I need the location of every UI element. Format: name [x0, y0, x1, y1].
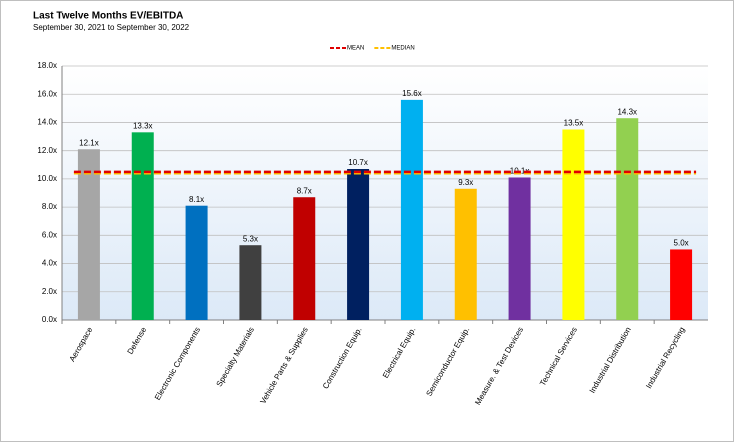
- bar: [239, 245, 262, 320]
- data-label: 13.3x: [133, 121, 153, 130]
- legend-label: MEAN: [347, 46, 364, 52]
- y-tick-label: 16.0x: [37, 89, 57, 98]
- chart-title: Last Twelve Months EV/EBITDA: [33, 11, 183, 22]
- bar: [508, 177, 531, 320]
- bar: [347, 169, 370, 320]
- y-tick-label: 8.0x: [42, 202, 57, 211]
- bar: [185, 205, 208, 320]
- data-label: 10.7x: [348, 158, 368, 167]
- bar: [562, 129, 585, 320]
- data-label: 15.6x: [402, 89, 422, 98]
- y-tick-label: 18.0x: [37, 61, 57, 70]
- y-tick-label: 14.0x: [37, 118, 57, 127]
- y-tick-label: 0.0x: [42, 315, 57, 324]
- y-tick-label: 2.0x: [42, 287, 57, 296]
- data-label: 13.5x: [564, 119, 584, 128]
- data-label: 9.3x: [458, 178, 473, 187]
- bar: [670, 249, 693, 320]
- y-tick-label: 10.0x: [37, 174, 57, 183]
- bar: [400, 99, 423, 320]
- y-tick-label: 4.0x: [42, 259, 57, 268]
- bar: [454, 188, 477, 320]
- data-label: 5.0x: [674, 239, 689, 248]
- data-label: 12.1x: [79, 138, 99, 147]
- bar: [131, 132, 154, 320]
- bar: [77, 149, 100, 320]
- legend-label: MEDIAN: [391, 46, 414, 52]
- plot-area: [62, 66, 708, 320]
- bar: [293, 197, 316, 320]
- data-label: 8.1x: [189, 195, 204, 204]
- data-label: 8.7x: [297, 186, 312, 195]
- data-label: 14.3x: [617, 107, 637, 116]
- y-tick-label: 6.0x: [42, 230, 57, 239]
- data-label: 5.3x: [243, 234, 258, 243]
- chart-subtitle: September 30, 2021 to September 30, 2022: [33, 23, 190, 32]
- bar: [616, 118, 639, 320]
- y-tick-label: 12.0x: [37, 146, 57, 155]
